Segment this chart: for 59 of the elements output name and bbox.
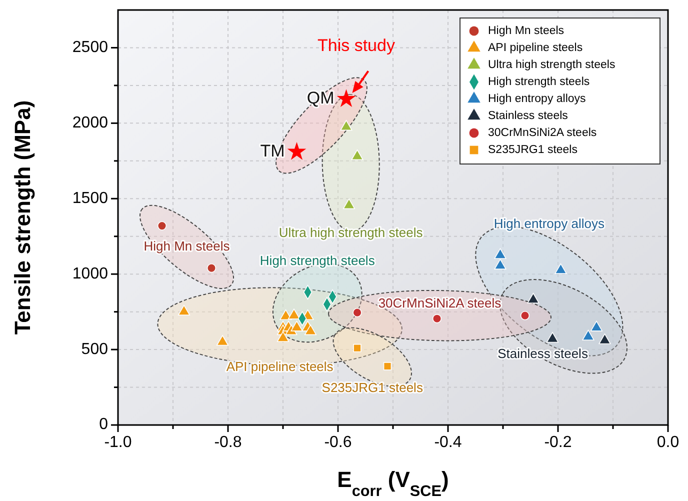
x-axis-title: E$_{corr}$ (V$_{SCE}$): [337, 467, 449, 500]
legend-label: 30CrMnSiNi2A steels: [488, 127, 597, 140]
point: [276, 331, 290, 342]
y-tick-label: 0: [99, 416, 108, 434]
point: [383, 362, 392, 370]
annotation: High Mn steels: [144, 238, 230, 254]
point: [336, 89, 356, 108]
legend-label: High entropy alloys: [488, 93, 586, 106]
annotation: QM: [306, 88, 334, 108]
point: [342, 198, 356, 210]
annotation: Stainless steels: [498, 346, 588, 361]
annotation: S235JRG1 steels: [322, 380, 424, 395]
annotation: API pipeline steels: [226, 358, 334, 374]
point: [520, 311, 530, 320]
legend-label: Stainless steels: [488, 110, 568, 122]
point: [157, 221, 167, 230]
point: [290, 320, 303, 332]
point: [598, 334, 611, 344]
point: [288, 308, 300, 320]
y-axis-title: Tensile strength (MPa): [10, 100, 35, 335]
point: [582, 330, 594, 340]
y-tick-label: 2000: [72, 114, 108, 132]
point: [527, 292, 540, 304]
point: [206, 263, 216, 273]
point: [351, 149, 364, 160]
x-tick-label: -1.0: [104, 434, 132, 451]
x-tick-label: 0.0: [656, 434, 680, 451]
point: [590, 320, 603, 332]
point: [432, 314, 442, 324]
point: [216, 335, 229, 346]
point: [178, 304, 190, 316]
legend-label: High Mn steels: [488, 25, 564, 38]
legend-label: API pipeline steels: [488, 42, 583, 54]
annotation: High entropy alloys: [494, 216, 605, 231]
point: [340, 120, 352, 131]
y-tick-label: 1500: [72, 190, 108, 207]
legend-label: Ultra high strength steels: [488, 59, 616, 72]
point: [280, 309, 292, 320]
x-tick-label: -0.2: [544, 434, 572, 451]
annotation: This study: [318, 36, 396, 56]
annotation: TM: [260, 141, 285, 160]
legend-label: S235JRG1 steels: [488, 144, 578, 156]
x-tick-label: -0.8: [214, 434, 242, 451]
legend-label: High strength steels: [488, 76, 590, 88]
x-tick-label: -0.4: [434, 434, 462, 451]
annotation: Ultra high strength steels: [278, 224, 424, 240]
y-tick-label: 2500: [72, 38, 108, 56]
point: [494, 258, 506, 270]
point: [546, 332, 559, 343]
point: [287, 142, 306, 160]
annotation: High strength steels: [260, 253, 376, 268]
y-tick-label: 1000: [72, 265, 108, 282]
point: [494, 248, 506, 259]
y-tick-label: 500: [81, 340, 108, 358]
point: [353, 344, 362, 352]
point: [554, 263, 567, 274]
x-tick-label: -0.6: [324, 434, 352, 451]
point: [304, 324, 317, 336]
point: [352, 308, 362, 318]
